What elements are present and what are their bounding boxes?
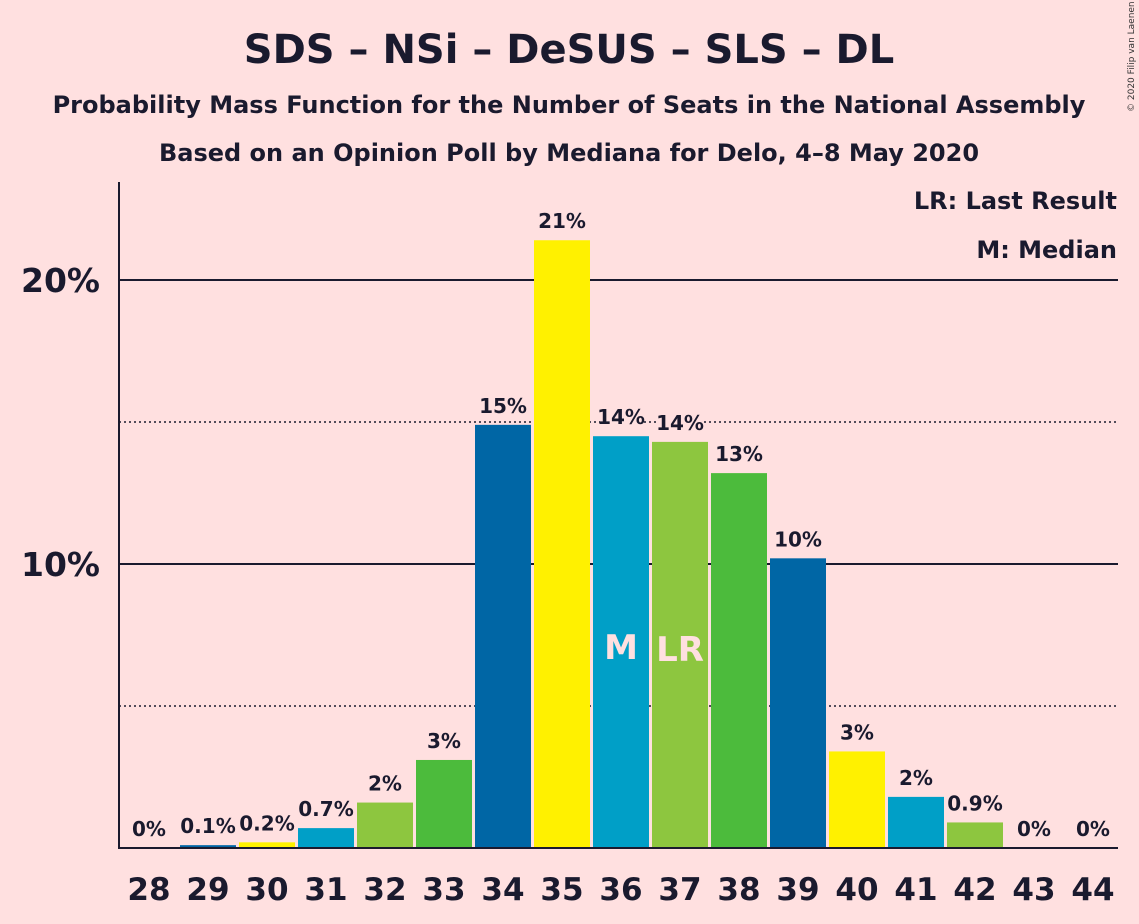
data-label: 0.9% bbox=[947, 791, 1002, 815]
data-label-background bbox=[842, 720, 872, 745]
x-tick-labels: 28 29 30 31 32 33 34 35 36 37 38 39 40 41 42 43 44 bbox=[127, 872, 1114, 908]
data-label: 0% bbox=[1076, 817, 1110, 841]
bar-seat-29 bbox=[180, 845, 236, 848]
bar-seat-30 bbox=[239, 842, 295, 848]
bar-seat-41 bbox=[888, 796, 944, 848]
data-label: 21% bbox=[538, 209, 586, 233]
data-label-background bbox=[901, 765, 931, 790]
data-label-background bbox=[482, 393, 524, 418]
bar-seat-42 bbox=[947, 822, 1003, 848]
data-label: 3% bbox=[840, 720, 874, 744]
legend-last-result: LR: Last Result bbox=[914, 187, 1117, 215]
data-label-background bbox=[1078, 817, 1108, 841]
y-tick-label: 20% bbox=[21, 261, 100, 300]
copyright-note: © 2020 Filip van Laenen bbox=[1127, 1, 1137, 112]
data-label-background bbox=[659, 410, 701, 435]
data-label: 2% bbox=[368, 772, 402, 796]
bar-seat-31 bbox=[298, 828, 354, 848]
x-tick-label: 41 bbox=[894, 872, 937, 908]
data-label: 3% bbox=[427, 729, 461, 753]
bar-seat-35 bbox=[534, 240, 590, 849]
bars bbox=[180, 240, 1003, 849]
data-label-background bbox=[777, 527, 819, 552]
x-tick-label: 42 bbox=[953, 872, 996, 908]
bar-seat-38 bbox=[711, 473, 767, 848]
chart-title: SDS – NSi – DeSUS – SLS – DL bbox=[244, 27, 894, 73]
data-label-background bbox=[240, 811, 294, 836]
data-label-background bbox=[299, 797, 353, 822]
x-tick-label: 37 bbox=[658, 872, 701, 908]
data-label-background bbox=[429, 728, 459, 753]
x-tick-label: 33 bbox=[422, 872, 465, 908]
bar-seat-39 bbox=[770, 558, 826, 848]
bar-seat-37 bbox=[652, 441, 708, 848]
bar-seat-36 bbox=[593, 436, 649, 848]
median-marker: M bbox=[604, 628, 638, 668]
data-label-background bbox=[181, 814, 235, 839]
data-label: 15% bbox=[479, 394, 527, 418]
data-label-background bbox=[600, 405, 642, 430]
legend-median: M: Median bbox=[976, 236, 1117, 264]
bar-seat-33 bbox=[416, 759, 472, 848]
data-label-background bbox=[948, 791, 1002, 816]
x-tick-label: 31 bbox=[304, 872, 347, 908]
x-tick-label: 36 bbox=[599, 872, 642, 908]
data-label: 0.1% bbox=[180, 814, 235, 838]
x-tick-label: 29 bbox=[186, 872, 229, 908]
data-label-background bbox=[370, 771, 400, 796]
data-label: 0% bbox=[132, 817, 166, 841]
data-label-background bbox=[1019, 817, 1049, 841]
x-tick-label: 30 bbox=[245, 872, 288, 908]
x-tick-label: 39 bbox=[776, 872, 819, 908]
data-label-background bbox=[541, 209, 583, 234]
data-label: 14% bbox=[597, 405, 645, 429]
last-result-marker: LR bbox=[656, 630, 704, 670]
y-tick-labels: 10% 20% bbox=[21, 261, 100, 584]
data-label: 0% bbox=[1017, 817, 1051, 841]
data-label-background bbox=[718, 442, 760, 467]
data-label: 13% bbox=[715, 442, 763, 466]
x-tick-label: 28 bbox=[127, 872, 170, 908]
bar-seat-34 bbox=[475, 424, 531, 848]
x-tick-label: 35 bbox=[540, 872, 583, 908]
bar-seat-32 bbox=[357, 802, 413, 848]
x-tick-label: 44 bbox=[1071, 872, 1114, 908]
data-label: 0.2% bbox=[239, 811, 294, 835]
data-label: 2% bbox=[899, 766, 933, 790]
x-tick-label: 34 bbox=[481, 872, 524, 908]
data-label: 0.7% bbox=[298, 797, 353, 821]
data-label: 10% bbox=[774, 527, 822, 551]
x-tick-label: 38 bbox=[717, 872, 760, 908]
data-label-background bbox=[134, 817, 164, 841]
x-tick-label: 43 bbox=[1012, 872, 1055, 908]
data-label: 14% bbox=[656, 411, 704, 435]
data-labels: 0% 0.1% 0.2%0.7% 2% 3% 15% 21% 14% M 14% LR 13% 10% 3… bbox=[132, 209, 1110, 841]
chart-subtitle: Probability Mass Function for the Number… bbox=[53, 91, 1086, 119]
x-tick-label: 32 bbox=[363, 872, 406, 908]
x-tick-label: 40 bbox=[835, 872, 878, 908]
chart-source-line: Based on an Opinion Poll by Mediana for … bbox=[159, 139, 979, 167]
y-tick-label: 10% bbox=[21, 545, 100, 584]
bar-seat-40 bbox=[829, 751, 885, 848]
